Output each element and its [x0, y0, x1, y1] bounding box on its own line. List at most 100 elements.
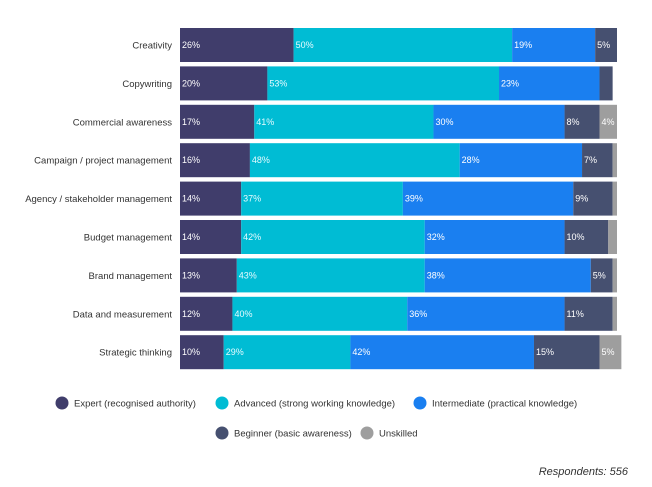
data-label: 36% — [409, 309, 427, 319]
data-label: 14% — [182, 232, 200, 242]
bar-segment — [608, 220, 617, 254]
data-label: 40% — [234, 309, 252, 319]
legend-label: Intermediate (practical knowledge) — [432, 399, 577, 410]
data-label: 12% — [182, 309, 200, 319]
bar-segment — [407, 296, 565, 331]
data-label: 10% — [567, 232, 585, 242]
bar-segment — [236, 258, 425, 293]
category-label: Creativity — [132, 41, 172, 52]
bar-segment — [180, 335, 224, 370]
bar-segment — [590, 258, 613, 293]
bar-segment — [180, 181, 242, 216]
data-label: 38% — [427, 270, 445, 280]
data-label: 20% — [182, 78, 200, 88]
category-label: Agency / stakeholder management — [25, 194, 172, 205]
category-label: Strategic thinking — [99, 348, 172, 359]
category-label: Brand management — [89, 271, 173, 282]
bar-segment — [599, 335, 622, 370]
data-label: 26% — [182, 40, 200, 50]
bar-segment — [433, 104, 565, 139]
bar-segment — [267, 66, 500, 101]
data-label: 19% — [514, 40, 532, 50]
data-label: 15% — [536, 347, 554, 357]
bar-segment — [564, 220, 609, 254]
legend-marker — [215, 396, 229, 410]
bar-segment — [402, 181, 574, 216]
bar-segment — [424, 220, 565, 254]
bar-segment — [595, 28, 617, 62]
category-label: Budget management — [84, 233, 173, 244]
data-label: 39% — [405, 194, 423, 204]
legend-marker — [360, 426, 374, 440]
legend-label: Expert (recognised authority) — [74, 399, 196, 410]
legend-label: Beginner (basic awareness) — [234, 429, 352, 440]
data-label: 8% — [567, 117, 580, 127]
bar-segment — [564, 104, 600, 139]
bar-segment — [180, 296, 233, 331]
category-label: Campaign / project management — [34, 156, 172, 167]
bar-segment — [612, 143, 617, 178]
data-label: 7% — [584, 155, 597, 165]
legend-marker — [413, 396, 427, 410]
data-label: 5% — [602, 347, 615, 357]
data-label: 23% — [501, 78, 519, 88]
data-label: 5% — [597, 40, 610, 50]
bar-segment — [180, 28, 294, 62]
data-label: 16% — [182, 155, 200, 165]
bar-segment — [180, 258, 237, 293]
data-label: 9% — [575, 194, 588, 204]
category-label: Commercial awareness — [73, 117, 173, 128]
bar-segment — [254, 104, 434, 139]
bar-segment — [599, 66, 613, 101]
legend-marker — [215, 426, 229, 440]
bar-segment — [241, 220, 425, 254]
data-label: 37% — [243, 194, 261, 204]
data-label: 5% — [593, 270, 606, 280]
data-label: 4% — [602, 117, 615, 127]
bar-segment — [180, 143, 250, 178]
data-label: 28% — [462, 155, 480, 165]
data-label: 48% — [252, 155, 270, 165]
data-label: 30% — [435, 117, 453, 127]
data-label: 17% — [182, 117, 200, 127]
data-label: 14% — [182, 194, 200, 204]
data-label: 32% — [427, 232, 445, 242]
bar-segment — [180, 104, 255, 139]
category-label: Data and measurement — [73, 309, 173, 320]
respondents-note: Respondents: 556 — [538, 466, 628, 478]
bar-segment — [180, 66, 268, 101]
bar-segment — [512, 28, 596, 62]
bar-segment — [564, 296, 613, 331]
bar-segment — [350, 335, 534, 370]
bar-segment — [241, 181, 403, 216]
bar-segment — [533, 335, 600, 370]
legend-label: Unskilled — [379, 429, 418, 440]
data-label: 10% — [182, 347, 200, 357]
bar-segment — [424, 258, 591, 293]
data-label: 53% — [269, 78, 287, 88]
category-label: Copywriting — [122, 79, 172, 90]
bar-segment — [499, 66, 600, 101]
data-label: 42% — [243, 232, 261, 242]
bar-segment — [599, 104, 617, 139]
data-label: 42% — [352, 347, 370, 357]
bar-segment — [293, 28, 513, 62]
legend-marker — [55, 396, 69, 410]
bar-segment — [459, 143, 583, 178]
bar-segment — [582, 143, 613, 178]
bar-segment — [232, 296, 408, 331]
data-label: 50% — [296, 40, 314, 50]
bar-segment — [573, 181, 613, 216]
bar-segment — [612, 181, 617, 216]
data-label: 43% — [239, 270, 257, 280]
data-label: 13% — [182, 270, 200, 280]
bar-segment — [612, 258, 617, 293]
data-label: 29% — [226, 347, 244, 357]
data-label: 41% — [256, 117, 274, 127]
bar-segment — [223, 335, 351, 370]
bar-segment — [249, 143, 460, 178]
legend-label: Advanced (strong working knowledge) — [234, 399, 395, 410]
bar-segment — [612, 296, 617, 331]
bar-segment — [180, 220, 242, 254]
